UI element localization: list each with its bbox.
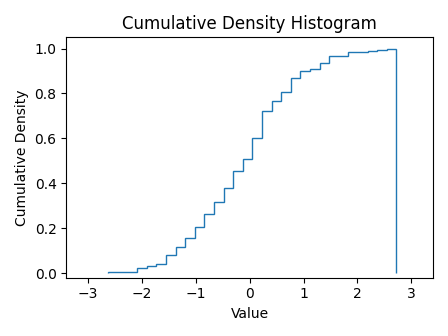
X-axis label: Value: Value <box>231 307 269 321</box>
Y-axis label: Cumulative Density: Cumulative Density <box>15 89 29 226</box>
Title: Cumulative Density Histogram: Cumulative Density Histogram <box>122 15 377 33</box>
